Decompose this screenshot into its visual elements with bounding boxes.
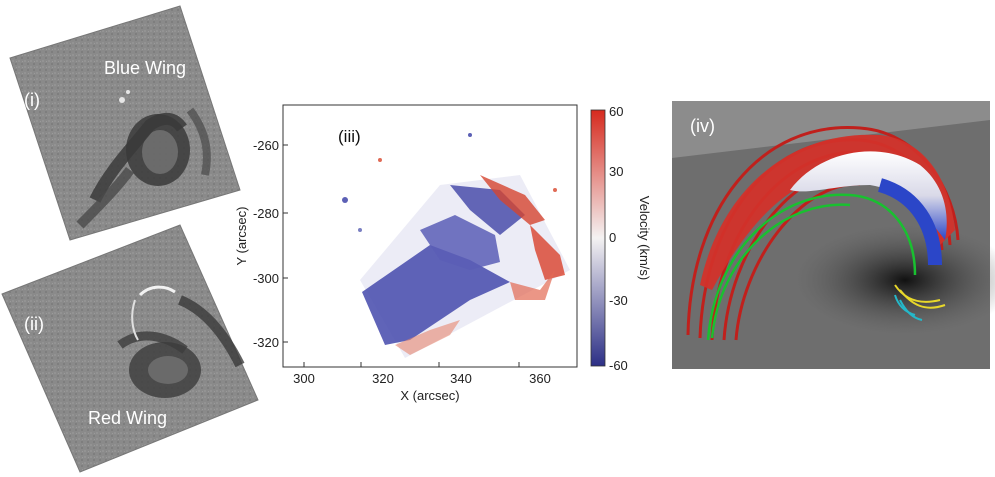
blue-wing-image bbox=[9, 5, 241, 241]
y-tick-label: -320 bbox=[253, 335, 279, 350]
y-tick-label: -300 bbox=[253, 271, 279, 286]
x-tick-label: 340 bbox=[450, 371, 472, 386]
x-axis-title: X (arcsec) bbox=[400, 388, 459, 403]
y-axis: -260 -280 -300 -320 Y (arcsec) bbox=[234, 138, 288, 350]
blue-wing-caption: Blue Wing bbox=[104, 58, 186, 78]
panel-i: (i) Blue Wing bbox=[9, 5, 241, 241]
panel-ii: (ii) Red Wing bbox=[1, 224, 259, 473]
colorbar-tick-label: 30 bbox=[609, 164, 623, 179]
colorbar-tick-label: 0 bbox=[609, 230, 616, 245]
panel-iii: (iii) -260 -280 -300 -320 Y (arcsec) 300… bbox=[234, 104, 652, 403]
y-axis-title: Y (arcsec) bbox=[234, 207, 249, 266]
red-wing-image bbox=[1, 224, 259, 473]
x-tick-label: 320 bbox=[372, 371, 394, 386]
x-tick-label: 300 bbox=[293, 371, 315, 386]
panel-ii-label: (ii) bbox=[24, 314, 44, 334]
red-wing-filament bbox=[117, 285, 245, 398]
blue-wing-filament bbox=[76, 90, 211, 229]
panel-iv: (iv) bbox=[672, 101, 995, 369]
panel-iii-label: (iii) bbox=[338, 127, 361, 146]
panel-iv-label: (iv) bbox=[690, 116, 715, 136]
colorbar-gradient bbox=[590, 109, 606, 367]
green-field-lines bbox=[706, 193, 917, 341]
panel-i-label: (i) bbox=[24, 90, 40, 110]
y-tick-label: -260 bbox=[253, 138, 279, 153]
velocity-map-image bbox=[342, 133, 570, 358]
x-axis: 300 320 340 360 X (arcsec) bbox=[293, 362, 551, 403]
colorbar-tick-label: -30 bbox=[609, 293, 628, 308]
colorbar-tick-label: -60 bbox=[609, 358, 628, 373]
y-tick-label: -280 bbox=[253, 206, 279, 221]
colorbar: 60 30 0 -30 -60 Velocity (km/s) bbox=[590, 104, 652, 373]
colorbar-tick-label: 60 bbox=[609, 104, 623, 119]
x-tick-label: 360 bbox=[529, 371, 551, 386]
footpoint-field-lines bbox=[894, 284, 946, 321]
red-wing-caption: Red Wing bbox=[88, 408, 167, 428]
colorbar-title: Velocity (km/s) bbox=[637, 196, 652, 281]
